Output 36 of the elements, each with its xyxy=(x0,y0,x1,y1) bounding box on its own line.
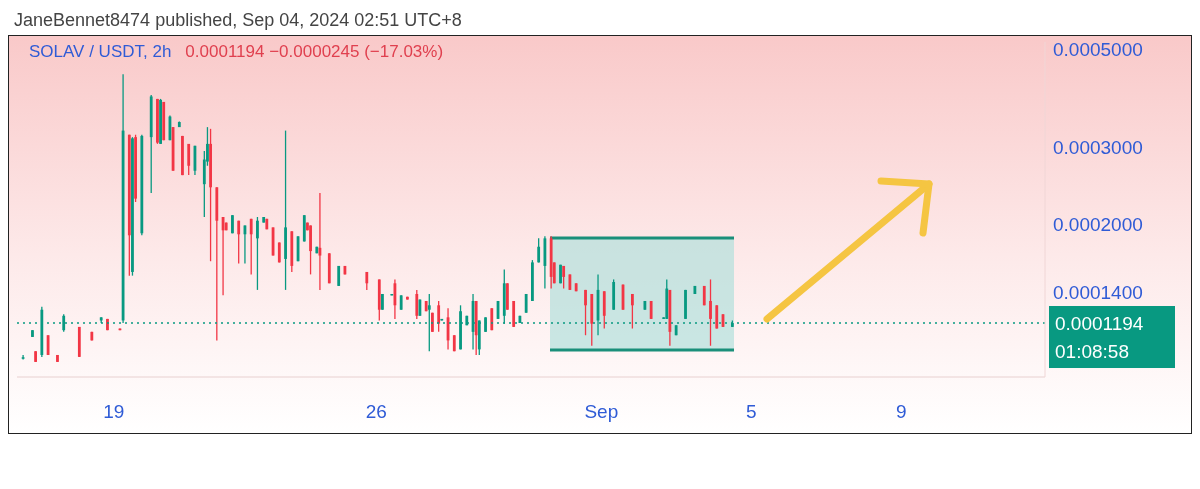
candlestick xyxy=(249,218,253,276)
candlestick xyxy=(709,278,712,347)
candlestick xyxy=(31,329,34,338)
candlestick xyxy=(584,289,587,336)
candlestick xyxy=(134,134,137,203)
candlestick xyxy=(715,304,719,330)
candlestick xyxy=(531,259,534,302)
y-tick-label: 0.0002000 xyxy=(1053,214,1143,236)
candlestick xyxy=(159,98,162,145)
y-tick-label: 0.0003000 xyxy=(1053,136,1143,158)
text: JaneBennet8474 published, Sep 04, 2024 02:51 UTC+8 xyxy=(14,10,462,31)
y-tick-label: 0.0005000 xyxy=(1053,39,1143,61)
x-tick-label: 5 xyxy=(746,401,757,423)
candlestick xyxy=(209,128,212,262)
x-tick-label: Sep xyxy=(584,401,619,423)
x-tick-label: 19 xyxy=(103,401,125,423)
candlestick xyxy=(406,296,409,301)
candlestick xyxy=(231,214,234,234)
candlestick xyxy=(284,129,287,291)
chart-title: SOLAV / USDT, 2h xyxy=(29,42,172,61)
candlestick xyxy=(431,312,434,333)
candlestick xyxy=(256,216,259,291)
candlestick xyxy=(237,220,241,265)
y-tick-label: 0.0001400 xyxy=(1053,282,1143,304)
x-tick-label: 9 xyxy=(895,401,907,423)
candlestick xyxy=(106,318,109,331)
candlestick xyxy=(630,293,634,330)
x-tick-label: 26 xyxy=(365,401,387,423)
candlestick xyxy=(559,264,562,284)
candlestick xyxy=(309,224,312,276)
candlestick xyxy=(34,350,37,363)
ref-line-label: 0.0001194 01:08:58 xyxy=(1055,313,1144,363)
chart-subtitle: 0.0001194 −0.0000245 (−17.03%) xyxy=(185,42,444,61)
candlestick xyxy=(21,354,25,361)
candlestick xyxy=(187,143,191,176)
candlestick xyxy=(537,237,541,264)
